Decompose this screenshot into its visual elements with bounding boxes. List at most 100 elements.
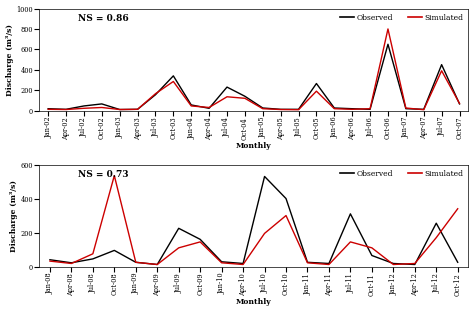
Observed — [439, 63, 445, 66]
Simulated — [403, 106, 409, 110]
Observed — [155, 263, 160, 266]
Simulated — [456, 101, 462, 105]
Legend: Observed, Simulated: Observed, Simulated — [339, 12, 465, 23]
Observed — [314, 82, 319, 85]
Simulated — [224, 95, 230, 99]
Observed — [305, 261, 310, 264]
Text: NS = 0.73: NS = 0.73 — [78, 170, 129, 179]
Simulated — [135, 107, 140, 111]
Observed — [240, 261, 246, 265]
Observed — [262, 175, 267, 178]
Line: Simulated: Simulated — [50, 176, 458, 265]
Line: Observed: Observed — [48, 44, 459, 110]
Observed — [188, 103, 194, 107]
Simulated — [176, 246, 182, 250]
Observed — [81, 104, 87, 108]
Simulated — [455, 207, 461, 211]
Observed — [176, 227, 182, 230]
Observed — [421, 107, 427, 111]
Observed — [90, 257, 96, 261]
Simulated — [81, 106, 87, 110]
Simulated — [260, 107, 265, 110]
Simulated — [133, 261, 138, 264]
Simulated — [69, 261, 74, 265]
Simulated — [314, 89, 319, 93]
Observed — [69, 261, 74, 265]
Simulated — [206, 105, 212, 109]
Simulated — [153, 92, 158, 95]
Observed — [385, 42, 391, 46]
Observed — [111, 249, 117, 252]
Simulated — [171, 80, 176, 83]
Observed — [197, 237, 203, 241]
Simulated — [326, 263, 332, 266]
Simulated — [240, 263, 246, 266]
Observed — [391, 261, 396, 265]
Simulated — [197, 240, 203, 244]
X-axis label: Monthly: Monthly — [236, 299, 272, 306]
Observed — [349, 107, 355, 110]
Y-axis label: Discharge (m³/s): Discharge (m³/s) — [9, 179, 18, 251]
Observed — [412, 263, 418, 266]
Observed — [47, 258, 53, 262]
Simulated — [369, 246, 375, 250]
Simulated — [242, 96, 248, 100]
Y-axis label: Discharge (m³/s): Discharge (m³/s) — [6, 23, 14, 95]
Simulated — [278, 108, 283, 111]
Observed — [153, 93, 158, 97]
Observed — [224, 85, 230, 89]
Simulated — [347, 240, 353, 244]
Observed — [171, 74, 176, 78]
Observed — [117, 108, 123, 111]
Simulated — [385, 27, 391, 31]
Observed — [331, 106, 337, 110]
Simulated — [412, 261, 418, 265]
Text: NS = 0.86: NS = 0.86 — [78, 14, 129, 23]
Simulated — [367, 107, 373, 110]
Observed — [46, 107, 51, 110]
Observed — [403, 107, 409, 110]
Simulated — [331, 107, 337, 110]
Simulated — [439, 69, 445, 73]
Line: Observed: Observed — [50, 177, 458, 265]
Observed — [455, 261, 461, 264]
Simulated — [421, 108, 427, 112]
Simulated — [219, 261, 225, 265]
Simulated — [46, 107, 51, 111]
Observed — [206, 106, 212, 110]
Simulated — [262, 232, 267, 235]
Simulated — [283, 214, 289, 217]
Observed — [260, 106, 265, 110]
Simulated — [296, 108, 301, 112]
Observed — [133, 261, 138, 264]
Observed — [283, 197, 289, 200]
Simulated — [305, 261, 310, 265]
Observed — [242, 95, 248, 98]
Simulated — [117, 108, 123, 111]
Observed — [433, 221, 439, 225]
Observed — [99, 102, 105, 106]
Observed — [456, 102, 462, 106]
Observed — [326, 261, 332, 265]
Observed — [63, 107, 69, 111]
Simulated — [433, 236, 439, 240]
Observed — [367, 107, 373, 111]
Simulated — [391, 263, 396, 266]
Observed — [278, 107, 283, 111]
Simulated — [155, 263, 160, 266]
Simulated — [90, 252, 96, 256]
Observed — [369, 254, 375, 257]
Line: Simulated: Simulated — [48, 29, 459, 110]
Simulated — [188, 104, 194, 108]
Observed — [296, 107, 301, 111]
X-axis label: Monthly: Monthly — [236, 143, 272, 150]
Simulated — [349, 107, 355, 111]
Legend: Observed, Simulated: Observed, Simulated — [339, 168, 465, 179]
Simulated — [47, 259, 53, 263]
Simulated — [63, 108, 69, 111]
Observed — [347, 212, 353, 216]
Simulated — [99, 105, 105, 109]
Observed — [219, 260, 225, 264]
Observed — [135, 107, 140, 111]
Simulated — [111, 174, 117, 178]
